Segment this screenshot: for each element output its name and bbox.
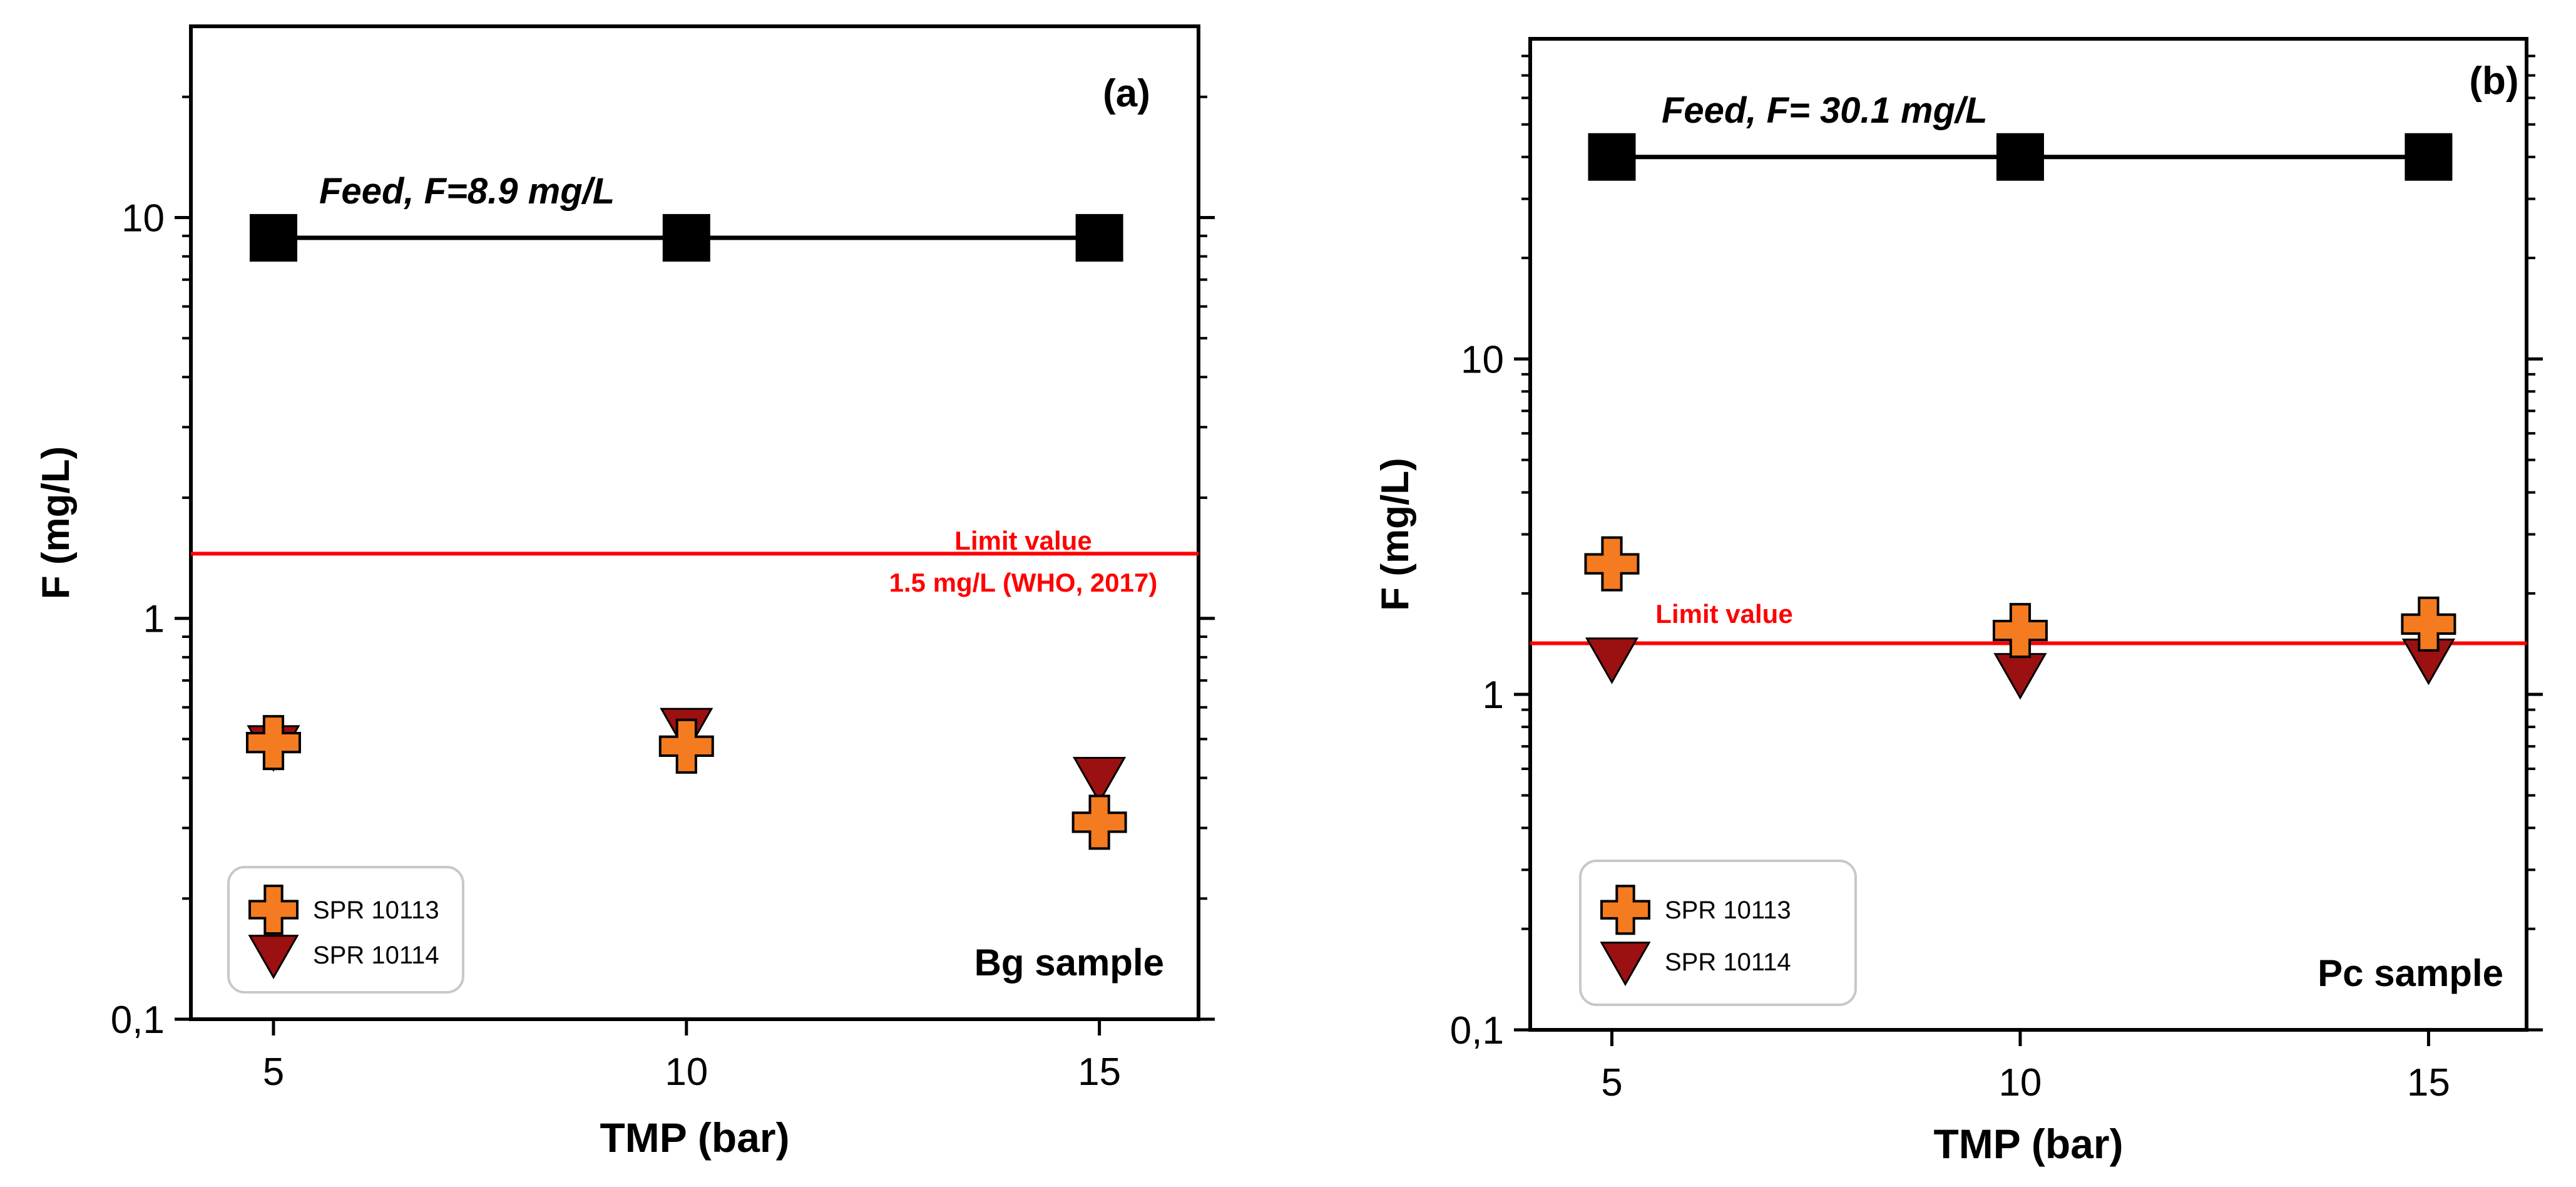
x-tick-label: 5 [263,1051,284,1094]
legend-marker [248,935,299,980]
legend-label: SPR 10113 [313,897,439,924]
x-tick-label: 10 [665,1051,708,1094]
marker-feed [1996,133,2044,181]
marker-spr-10113 [1071,794,1127,850]
panel-a: 0,1 1 10 5 10 15 TMP (bar) F (mg/L) Limit value 1… [34,24,1215,1161]
feed-label: Feed, F= 30.1 mg/L [1662,90,1988,131]
y-axis-label: F (mg/L) [1374,458,1417,611]
panel-label: (a) [1103,72,1150,115]
y-tick-label: 1 [143,598,165,641]
x-axis-label: TMP (bar) [1933,1121,2123,1167]
marker-spr-10113 [2401,596,2456,652]
panel-label: (b) [2469,59,2518,103]
marker-feed [2405,133,2453,181]
legend-label: SPR 10114 [1665,948,1791,976]
marker-feed [1588,133,1636,181]
x-tick-label: 15 [1078,1051,1121,1094]
sample-label: Pc sample [2318,952,2503,994]
plot-frame [189,24,1200,1021]
y-tick-label: 10 [121,197,165,240]
marker-spr-10113 [658,718,714,774]
y-tick-label: 0,1 [1450,1009,1504,1052]
panel-b: 0,1 1 10 5 10 15 TMP (bar) F (mg/L) Limit value F… [1374,37,2543,1167]
legend-box [227,866,464,994]
limit-label: Limit value [1655,599,1792,629]
feed-label: Feed, F=8.9 mg/L [319,171,615,212]
marker-feed [1075,213,1123,262]
marker-spr-10113 [1584,536,1640,592]
x-axis-label: TMP (bar) [600,1114,789,1161]
marker-spr-10114 [1585,637,1639,684]
legend-marker [248,885,299,935]
y-axis-label: F (mg/L) [34,446,78,600]
legend-marker [1600,942,1651,987]
y-tick-label: 10 [1461,338,1504,381]
y-tick-label: 0,1 [111,999,165,1042]
marker-spr-10114 [1073,757,1127,804]
marker-spr-10114 [1993,653,2047,700]
marker-spr-10113 [1992,603,2048,659]
marker-spr-10113 [245,715,301,771]
limit-sublabel: 1.5 mg/L (WHO, 2017) [889,568,1158,597]
sample-label: Bg sample [974,942,1164,984]
legend-box [1579,860,1857,1006]
legend-marker [1600,885,1650,935]
x-tick-label: 15 [2407,1061,2450,1104]
limit-label: Limit value [954,526,1091,555]
x-tick-label: 10 [1998,1061,2042,1104]
legend-label: SPR 10113 [1665,897,1791,924]
x-tick-label: 5 [1601,1061,1622,1104]
marker-feed [662,213,710,262]
marker-feed [249,213,297,262]
y-tick-label: 1 [1483,674,1504,717]
legend-label: SPR 10114 [313,942,439,969]
